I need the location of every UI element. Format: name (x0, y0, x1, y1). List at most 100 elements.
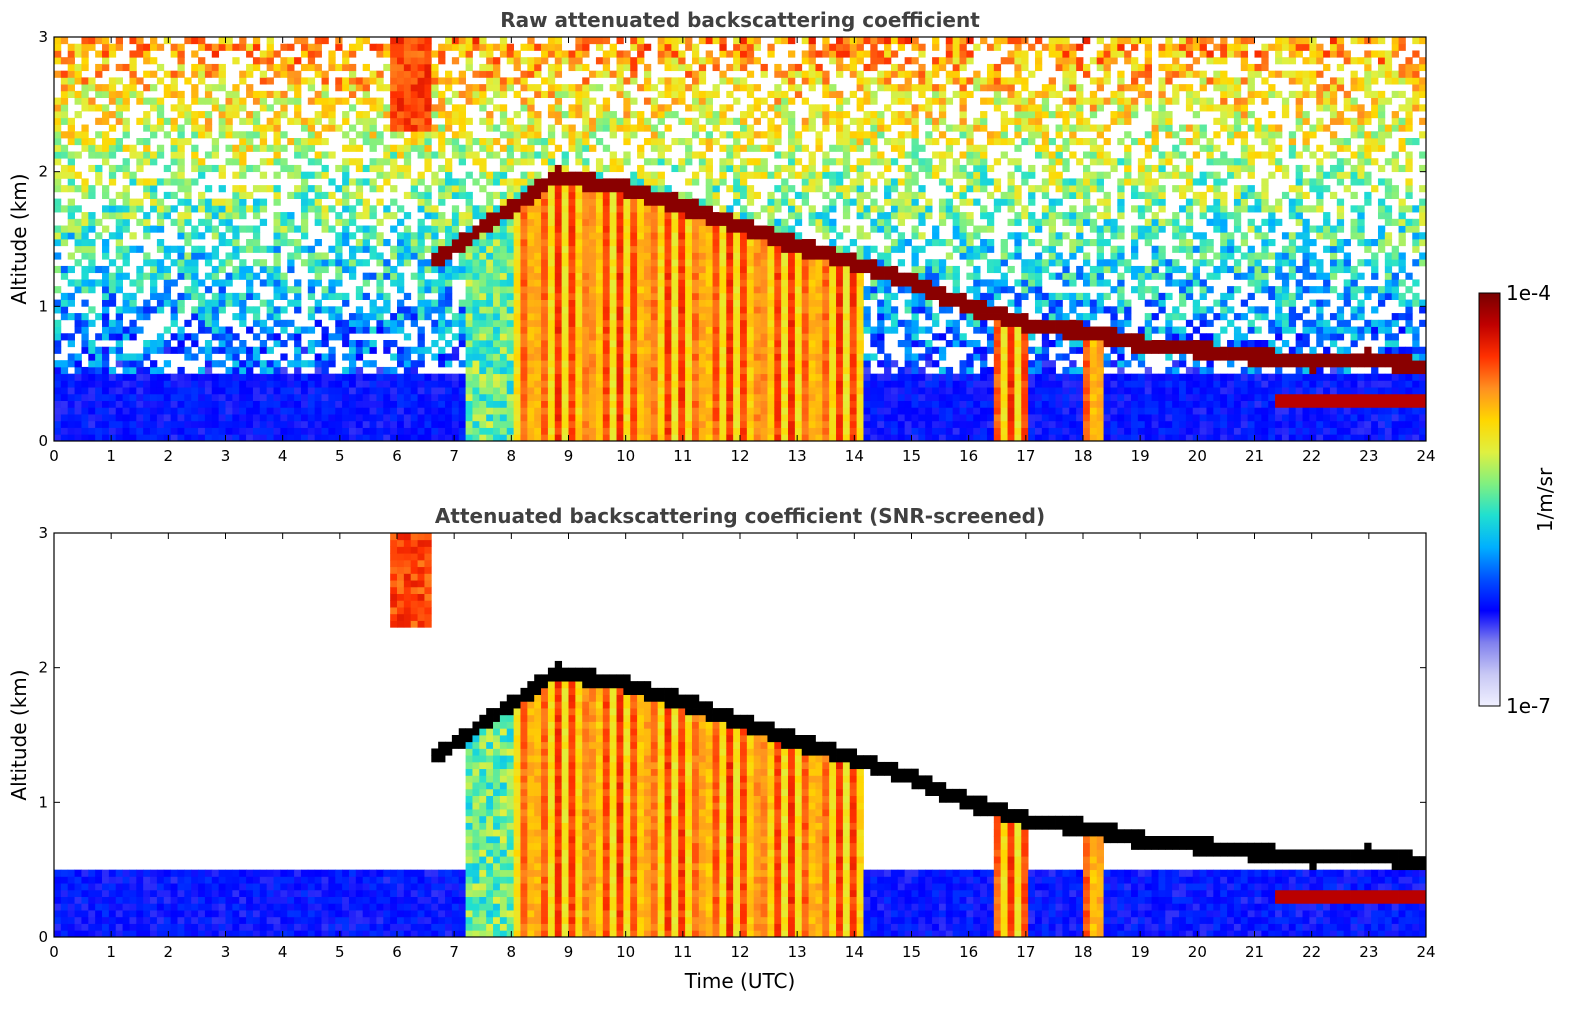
heatmap-cell (691, 205, 700, 213)
heatmap-cell (383, 340, 391, 348)
heatmap-cell (589, 313, 597, 321)
heatmap-cell (691, 104, 700, 112)
heatmap-cell (568, 313, 576, 321)
heatmap-cell (760, 353, 768, 361)
heatmap-cell (163, 252, 172, 260)
heatmap-cell (534, 313, 542, 321)
heatmap-cell (554, 191, 563, 199)
heatmap-cell (609, 252, 617, 260)
heatmap-cell (527, 380, 535, 388)
heatmap-cell (198, 198, 206, 206)
heatmap-cell (774, 427, 782, 435)
heatmap-cell (582, 353, 590, 361)
heatmap-cell (760, 245, 768, 253)
heatmap-cell (705, 138, 713, 146)
heatmap-cell (493, 178, 501, 186)
heatmap-cell (383, 63, 391, 72)
heatmap-cell (479, 313, 487, 321)
heatmap-cell (650, 212, 659, 220)
heatmap-cell (88, 434, 96, 441)
heatmap-cell (81, 272, 89, 280)
heatmap-cell (547, 252, 556, 260)
heatmap-cell (54, 400, 62, 408)
heatmap-cell (410, 414, 418, 422)
heatmap-cell (760, 299, 768, 307)
heatmap-cell (383, 178, 391, 186)
heatmap-cell (582, 50, 590, 58)
heatmap-cell (410, 434, 418, 441)
heatmap-cell (259, 144, 268, 152)
heatmap-cell (403, 117, 412, 125)
heatmap-cell (431, 77, 439, 85)
heatmap-cell (307, 326, 316, 334)
heatmap-cell (520, 306, 528, 314)
heatmap-cell (67, 360, 75, 368)
heatmap-cell (664, 265, 672, 274)
heatmap-cell (781, 366, 789, 375)
heatmap-cell (808, 366, 816, 375)
heatmap-cell (191, 353, 199, 361)
heatmap-cell (81, 232, 89, 240)
heatmap-cell (397, 77, 405, 85)
heatmap-cell (239, 77, 247, 85)
heatmap-cell (54, 414, 62, 422)
heatmap-cell (527, 37, 535, 45)
heatmap-cell (623, 299, 631, 307)
heatmap-cell (740, 239, 748, 247)
heatmap-cell (424, 306, 432, 314)
heatmap-cell (534, 434, 542, 441)
heatmap-cell (506, 50, 515, 58)
heatmap-cell (307, 360, 316, 368)
heatmap-cell (321, 420, 329, 428)
heatmap-cell (513, 185, 521, 193)
heatmap-cell (54, 407, 62, 415)
heatmap-cell (547, 420, 556, 428)
heatmap-cell (602, 346, 611, 354)
heatmap-cell (554, 346, 563, 354)
heatmap-cell (609, 400, 617, 408)
heatmap-cell (493, 232, 501, 240)
heatmap-cell (410, 387, 418, 395)
heatmap-cell (698, 326, 707, 334)
heatmap-cell (671, 245, 679, 253)
heatmap-cell (211, 387, 220, 395)
heatmap-cell (534, 225, 542, 233)
heatmap-cell (108, 259, 117, 267)
heatmap-cell (321, 333, 329, 341)
heatmap-cell (191, 111, 199, 119)
heatmap-cell (431, 171, 439, 179)
heatmap-cell (513, 265, 521, 274)
heatmap-cell (328, 387, 336, 395)
heatmap-cell (506, 400, 515, 408)
heatmap-cell (513, 292, 521, 300)
heatmap-cell (211, 97, 220, 105)
heatmap-cell (541, 57, 549, 65)
heatmap-cell (184, 111, 192, 119)
heatmap-cell (678, 434, 686, 441)
heatmap-cell (156, 63, 165, 72)
heatmap-cell (417, 414, 425, 422)
heatmap-cell (698, 164, 707, 173)
heatmap-cell (239, 346, 247, 354)
heatmap-cell (102, 43, 110, 51)
heatmap-cell (534, 400, 542, 408)
heatmap-cell (671, 63, 679, 72)
heatmap-cell (740, 400, 748, 408)
heatmap-cell (664, 144, 672, 152)
heatmap-cell (417, 37, 425, 45)
heatmap-cell (280, 104, 288, 112)
heatmap-cell (561, 158, 569, 166)
heatmap-cell (321, 205, 329, 213)
heatmap-cell (314, 212, 322, 220)
heatmap-cell (774, 393, 782, 401)
heatmap-cell (204, 272, 213, 280)
heatmap-cell (616, 366, 624, 375)
heatmap-cell (287, 286, 295, 294)
heatmap-cell (740, 265, 748, 274)
heatmap-cell (506, 326, 515, 334)
heatmap-cell (417, 420, 425, 428)
heatmap-cell (568, 171, 576, 179)
heatmap-cell (239, 434, 247, 441)
heatmap-cell (445, 111, 453, 119)
heatmap-cell (486, 353, 494, 361)
